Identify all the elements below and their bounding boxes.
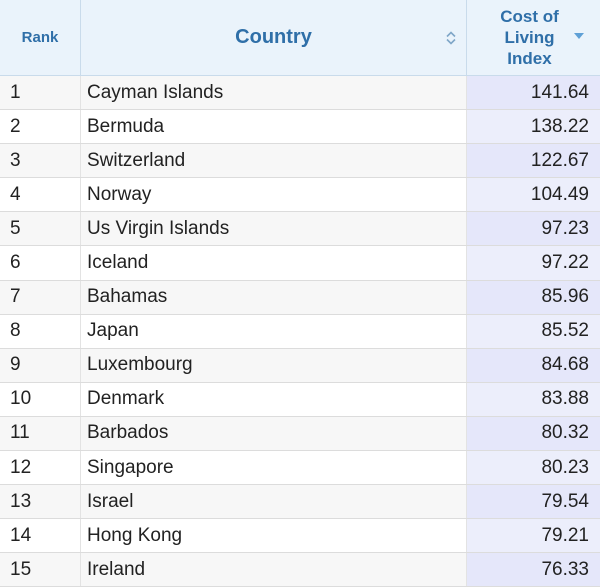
cell-rank: 11 <box>0 416 81 451</box>
cell-cost-of-living-index: 79.54 <box>467 485 600 519</box>
table-row: 12 Singapore 80.23 <box>0 451 600 486</box>
table-row: 2 Bermuda 138.22 <box>0 110 600 145</box>
sort-descending-icon <box>574 33 584 39</box>
cell-cost-of-living-index: 76.33 <box>467 553 600 587</box>
cell-cost-of-living-index: 85.96 <box>467 280 600 314</box>
cell-cost-of-living-index: 79.21 <box>467 519 600 553</box>
column-header-index-line3: Index <box>507 49 552 68</box>
cell-rank: 15 <box>0 553 81 587</box>
cell-cost-of-living-index: 122.67 <box>467 144 600 178</box>
column-header-country-label: Country <box>235 26 312 48</box>
cell-cost-of-living-index: 104.49 <box>467 178 600 212</box>
cell-country: Luxembourg <box>81 348 467 382</box>
cell-country: Denmark <box>81 382 467 416</box>
cell-country: Iceland <box>81 246 467 280</box>
column-header-cost-of-living-index[interactable]: Cost of Living Index <box>467 0 600 75</box>
cell-cost-of-living-index: 138.22 <box>467 110 600 144</box>
cell-cost-of-living-index: 80.32 <box>467 416 600 451</box>
cell-country: Barbados <box>81 416 467 451</box>
cell-country: Japan <box>81 314 467 348</box>
table-row: 15 Ireland 76.33 <box>0 553 600 587</box>
cell-cost-of-living-index: 97.23 <box>467 212 600 246</box>
cell-rank: 7 <box>0 280 81 314</box>
cell-cost-of-living-index: 83.88 <box>467 382 600 416</box>
table-row: 11 Barbados 80.32 <box>0 416 600 452</box>
cell-country: Singapore <box>81 451 467 485</box>
column-header-rank-label: Rank <box>21 29 59 46</box>
cell-cost-of-living-index: 97.22 <box>467 246 600 280</box>
table-body: 1 Cayman Islands 141.64 2 Bermuda 138.22 3 Swit… <box>0 76 600 587</box>
cell-rank: 1 <box>0 76 81 110</box>
cell-rank: 6 <box>0 246 81 280</box>
cell-country: Norway <box>81 178 467 212</box>
cell-country: Bahamas <box>81 280 467 314</box>
cell-cost-of-living-index: 80.23 <box>467 451 600 485</box>
column-header-index-label: Cost of Living Index <box>495 6 565 69</box>
table-row: 4 Norway 104.49 <box>0 178 600 213</box>
cell-rank: 3 <box>0 144 81 178</box>
cell-rank: 8 <box>0 314 81 348</box>
table-header: Rank Country Cost of Living Index <box>0 0 600 76</box>
cell-cost-of-living-index: 141.64 <box>467 76 600 110</box>
table-row: 13 Israel 79.54 <box>0 485 600 520</box>
table-row: 1 Cayman Islands 141.64 <box>0 76 600 111</box>
cell-rank: 2 <box>0 110 81 144</box>
cell-country: Us Virgin Islands <box>81 212 467 246</box>
cell-country: Switzerland <box>81 144 467 178</box>
cell-rank: 14 <box>0 519 81 553</box>
cell-rank: 5 <box>0 212 81 246</box>
table-row: 14 Hong Kong 79.21 <box>0 519 600 554</box>
cell-country: Hong Kong <box>81 519 467 553</box>
sort-both-icon <box>446 30 456 45</box>
table-row: 10 Denmark 83.88 <box>0 382 600 417</box>
cell-rank: 13 <box>0 485 81 519</box>
table-row: 9 Luxembourg 84.68 <box>0 348 600 383</box>
column-header-rank[interactable]: Rank <box>0 0 81 75</box>
cell-cost-of-living-index: 84.68 <box>467 348 600 382</box>
table-row: 6 Iceland 97.22 <box>0 246 600 281</box>
column-header-index-line2: Living <box>504 28 555 47</box>
table-row: 8 Japan 85.52 <box>0 314 600 349</box>
column-header-country[interactable]: Country <box>81 0 467 75</box>
cell-country: Bermuda <box>81 110 467 144</box>
column-header-index-line1: Cost of <box>500 7 559 26</box>
cell-rank: 9 <box>0 348 81 382</box>
table-row: 7 Bahamas 85.96 <box>0 280 600 315</box>
table-row: 5 Us Virgin Islands 97.23 <box>0 212 600 247</box>
table-row: 3 Switzerland 122.67 <box>0 144 600 179</box>
cell-rank: 10 <box>0 382 81 416</box>
cell-country: Cayman Islands <box>81 76 467 110</box>
cell-rank: 12 <box>0 451 81 485</box>
cell-country: Ireland <box>81 553 467 587</box>
cell-country: Israel <box>81 485 467 519</box>
cell-rank: 4 <box>0 178 81 212</box>
cell-cost-of-living-index: 85.52 <box>467 314 600 348</box>
